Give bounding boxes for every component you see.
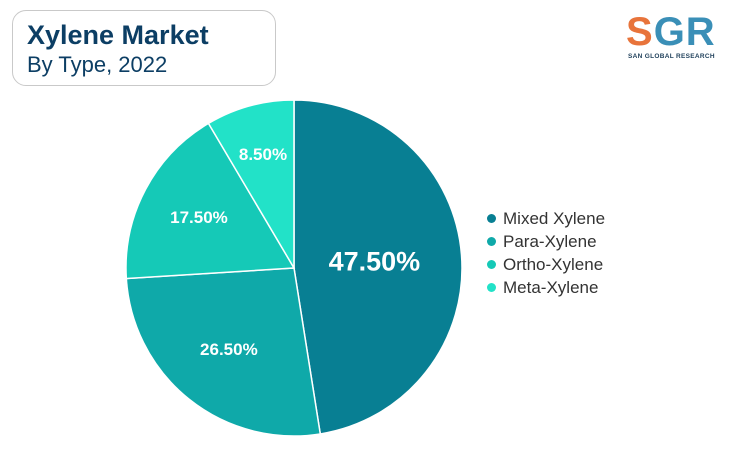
- legend-item: Para-Xylene: [487, 230, 605, 253]
- legend-swatch: [487, 283, 496, 292]
- chart-legend: Mixed Xylene Para-Xylene Ortho-Xylene Meta-…: [487, 207, 605, 299]
- pie-slice-meta-xylene: [207, 99, 295, 271]
- legend-item: Meta-Xylene: [487, 276, 605, 299]
- slice-label-meta-xylene: 8.50%: [239, 145, 287, 164]
- legend-item: Ortho-Xylene: [487, 253, 605, 276]
- legend-label: Ortho-Xylene: [503, 254, 604, 274]
- slice-label-mixed-xylene: 47.50%: [329, 247, 421, 277]
- chart-subtitle: By Type, 2022: [27, 52, 168, 77]
- legend-swatch: [487, 260, 496, 269]
- logo-tagline: SAN GLOBAL RESEARCH: [628, 53, 715, 60]
- legend-swatch: [487, 237, 496, 246]
- pie-slice-para-xylene: [125, 267, 322, 437]
- legend-item: Mixed Xylene: [487, 207, 605, 230]
- legend-label: Mixed Xylene: [503, 208, 606, 228]
- legend-label: Meta-Xylene: [503, 277, 599, 297]
- logo-letters-gr: GR: [653, 10, 716, 54]
- legend-swatch: [487, 214, 496, 223]
- slice-label-para-xylene: 26.50%: [200, 340, 258, 359]
- pie-slice-mixed-xylene: [293, 99, 463, 435]
- slice-label-ortho-xylene: 17.50%: [170, 208, 228, 227]
- title-box: Xylene Market By Type, 2022: [12, 10, 276, 86]
- pie-slice-ortho-xylene: [125, 122, 296, 280]
- sgr-logo: SGR SAN GLOBAL RESEARCH: [626, 12, 726, 64]
- legend-label: Para-Xylene: [503, 231, 597, 251]
- chart-title: Xylene Market: [27, 20, 209, 50]
- logo-letter-s: S: [626, 10, 654, 54]
- logo-letters: SGR: [626, 12, 716, 52]
